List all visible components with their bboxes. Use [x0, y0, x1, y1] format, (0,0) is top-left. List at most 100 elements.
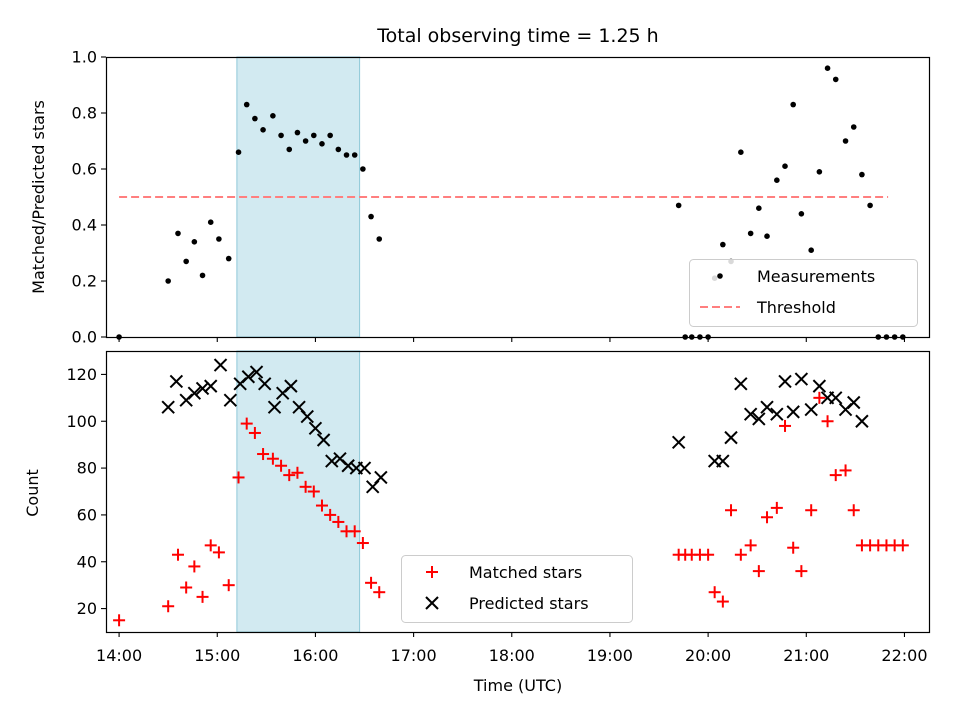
predicted-star-point	[204, 379, 218, 393]
measurement-point	[278, 132, 284, 139]
predicted-star-point	[855, 414, 869, 428]
x-tick-label: 18:00	[489, 646, 535, 665]
measurement-point	[850, 124, 857, 130]
measurement-point	[867, 202, 873, 209]
predicted-star-point	[716, 454, 730, 468]
predicted-star-point	[724, 430, 738, 445]
matched-star-point	[315, 499, 328, 512]
predicted-star-point	[169, 374, 184, 389]
predicted-star-point	[325, 454, 339, 468]
ratio-y-tick-label: 0.6	[72, 160, 97, 179]
predicted-star-point	[357, 461, 372, 475]
measurement-point	[294, 129, 301, 136]
predicted-star-point	[786, 405, 800, 419]
measurement-point	[747, 230, 754, 237]
x-tick-label: 15:00	[194, 646, 240, 665]
matched-star-point	[240, 417, 253, 430]
matched-star-point	[702, 548, 715, 561]
matched-star-point	[283, 469, 296, 482]
matched-star-point	[805, 504, 818, 517]
predicted-star-point	[300, 409, 314, 424]
predicted-star-point	[258, 377, 272, 391]
matched-star-point	[813, 391, 826, 404]
measurement-point	[738, 149, 744, 155]
matched-star-point	[787, 541, 800, 554]
matched-star-point	[257, 448, 270, 461]
predicted-star-point	[161, 400, 175, 414]
count-plot-frame	[105, 350, 931, 634]
measurement-point	[260, 127, 266, 133]
measurement-point	[859, 171, 865, 178]
measurement-point	[165, 278, 171, 284]
matched-star-point	[307, 485, 320, 498]
matched-star-point	[299, 480, 312, 493]
predicted-star-point	[249, 365, 264, 379]
legend-measurements-marker	[717, 273, 723, 279]
predicted-star-point	[187, 386, 202, 400]
measurement-point	[798, 211, 805, 217]
measurement-point	[310, 132, 317, 139]
ratio-axis-ticks: 0.0 0.2 0.4 0.6 0.8 1.0	[72, 48, 906, 347]
predicted-star-point	[734, 377, 748, 391]
count-axis-ticks: 20 40 60 80 100 120 14:00 15:00 16:00 17:00 18:00 1…	[66, 365, 927, 665]
matched-star-point	[365, 576, 378, 589]
matched-star-point	[725, 504, 738, 517]
matched-star-point	[232, 471, 245, 484]
measurement-point	[790, 101, 796, 108]
matched-star-point	[795, 565, 808, 578]
measurement-point	[302, 138, 309, 144]
ratio-plot-frame	[105, 56, 931, 339]
measurement-point	[319, 141, 325, 147]
predicted-star-point	[241, 370, 256, 384]
predicted-star-point	[267, 400, 282, 414]
ratio-y-tick-label: 0.2	[72, 272, 97, 291]
measurement-point	[368, 213, 374, 220]
measurement-point	[183, 258, 189, 265]
measurement-point	[351, 152, 358, 158]
matched-star-point	[896, 539, 909, 552]
matched-star-point	[180, 581, 193, 594]
matched-star-point	[196, 590, 209, 603]
measurement-point	[207, 219, 214, 225]
matched-star-point	[744, 539, 757, 552]
measurement-point	[286, 146, 293, 153]
measurement-point	[327, 132, 333, 139]
matched-star-point	[761, 511, 774, 524]
x-axis-label: Time (UTC)	[473, 676, 562, 695]
measurement-point	[824, 65, 831, 71]
count-y-tick-label: 40	[77, 552, 97, 571]
predicted-star-point	[213, 358, 228, 372]
matched-star-point	[770, 501, 783, 514]
matched-star-point	[266, 452, 279, 465]
matched-star-point	[332, 515, 345, 528]
ratio-y-tick-label: 1.0	[72, 48, 97, 67]
matched-star-point	[248, 426, 261, 439]
measurement-point	[842, 138, 849, 144]
x-tick-label: 22:00	[881, 646, 927, 665]
predicted-star-point	[223, 393, 238, 407]
count-legend-box	[401, 555, 633, 623]
ratio-y-tick-label: 0.4	[72, 216, 97, 235]
measurement-point	[774, 177, 780, 183]
x-tick-label: 17:00	[391, 646, 437, 665]
predicted-star-point	[341, 459, 355, 473]
measurement-point	[808, 247, 814, 253]
predicted-star-point	[743, 407, 758, 421]
count-y-axis-label: Count	[23, 469, 42, 517]
matched-star-point	[162, 600, 175, 613]
measurement-point	[720, 241, 726, 248]
matched-star-point	[839, 464, 852, 477]
measurement-point	[675, 202, 682, 209]
observing-window-shade	[236, 350, 361, 633]
measurement-point	[191, 239, 198, 245]
legend-predicted-marker	[425, 596, 439, 610]
matched-star-point	[275, 459, 288, 472]
count-y-tick-label: 100	[66, 412, 97, 431]
predicted-star-point	[284, 379, 298, 393]
x-tick-label: 14:00	[96, 646, 142, 665]
measurement-point	[175, 230, 181, 237]
matched-star-point	[212, 546, 225, 559]
matched-star-point	[291, 466, 304, 479]
matched-star-point	[734, 548, 747, 561]
